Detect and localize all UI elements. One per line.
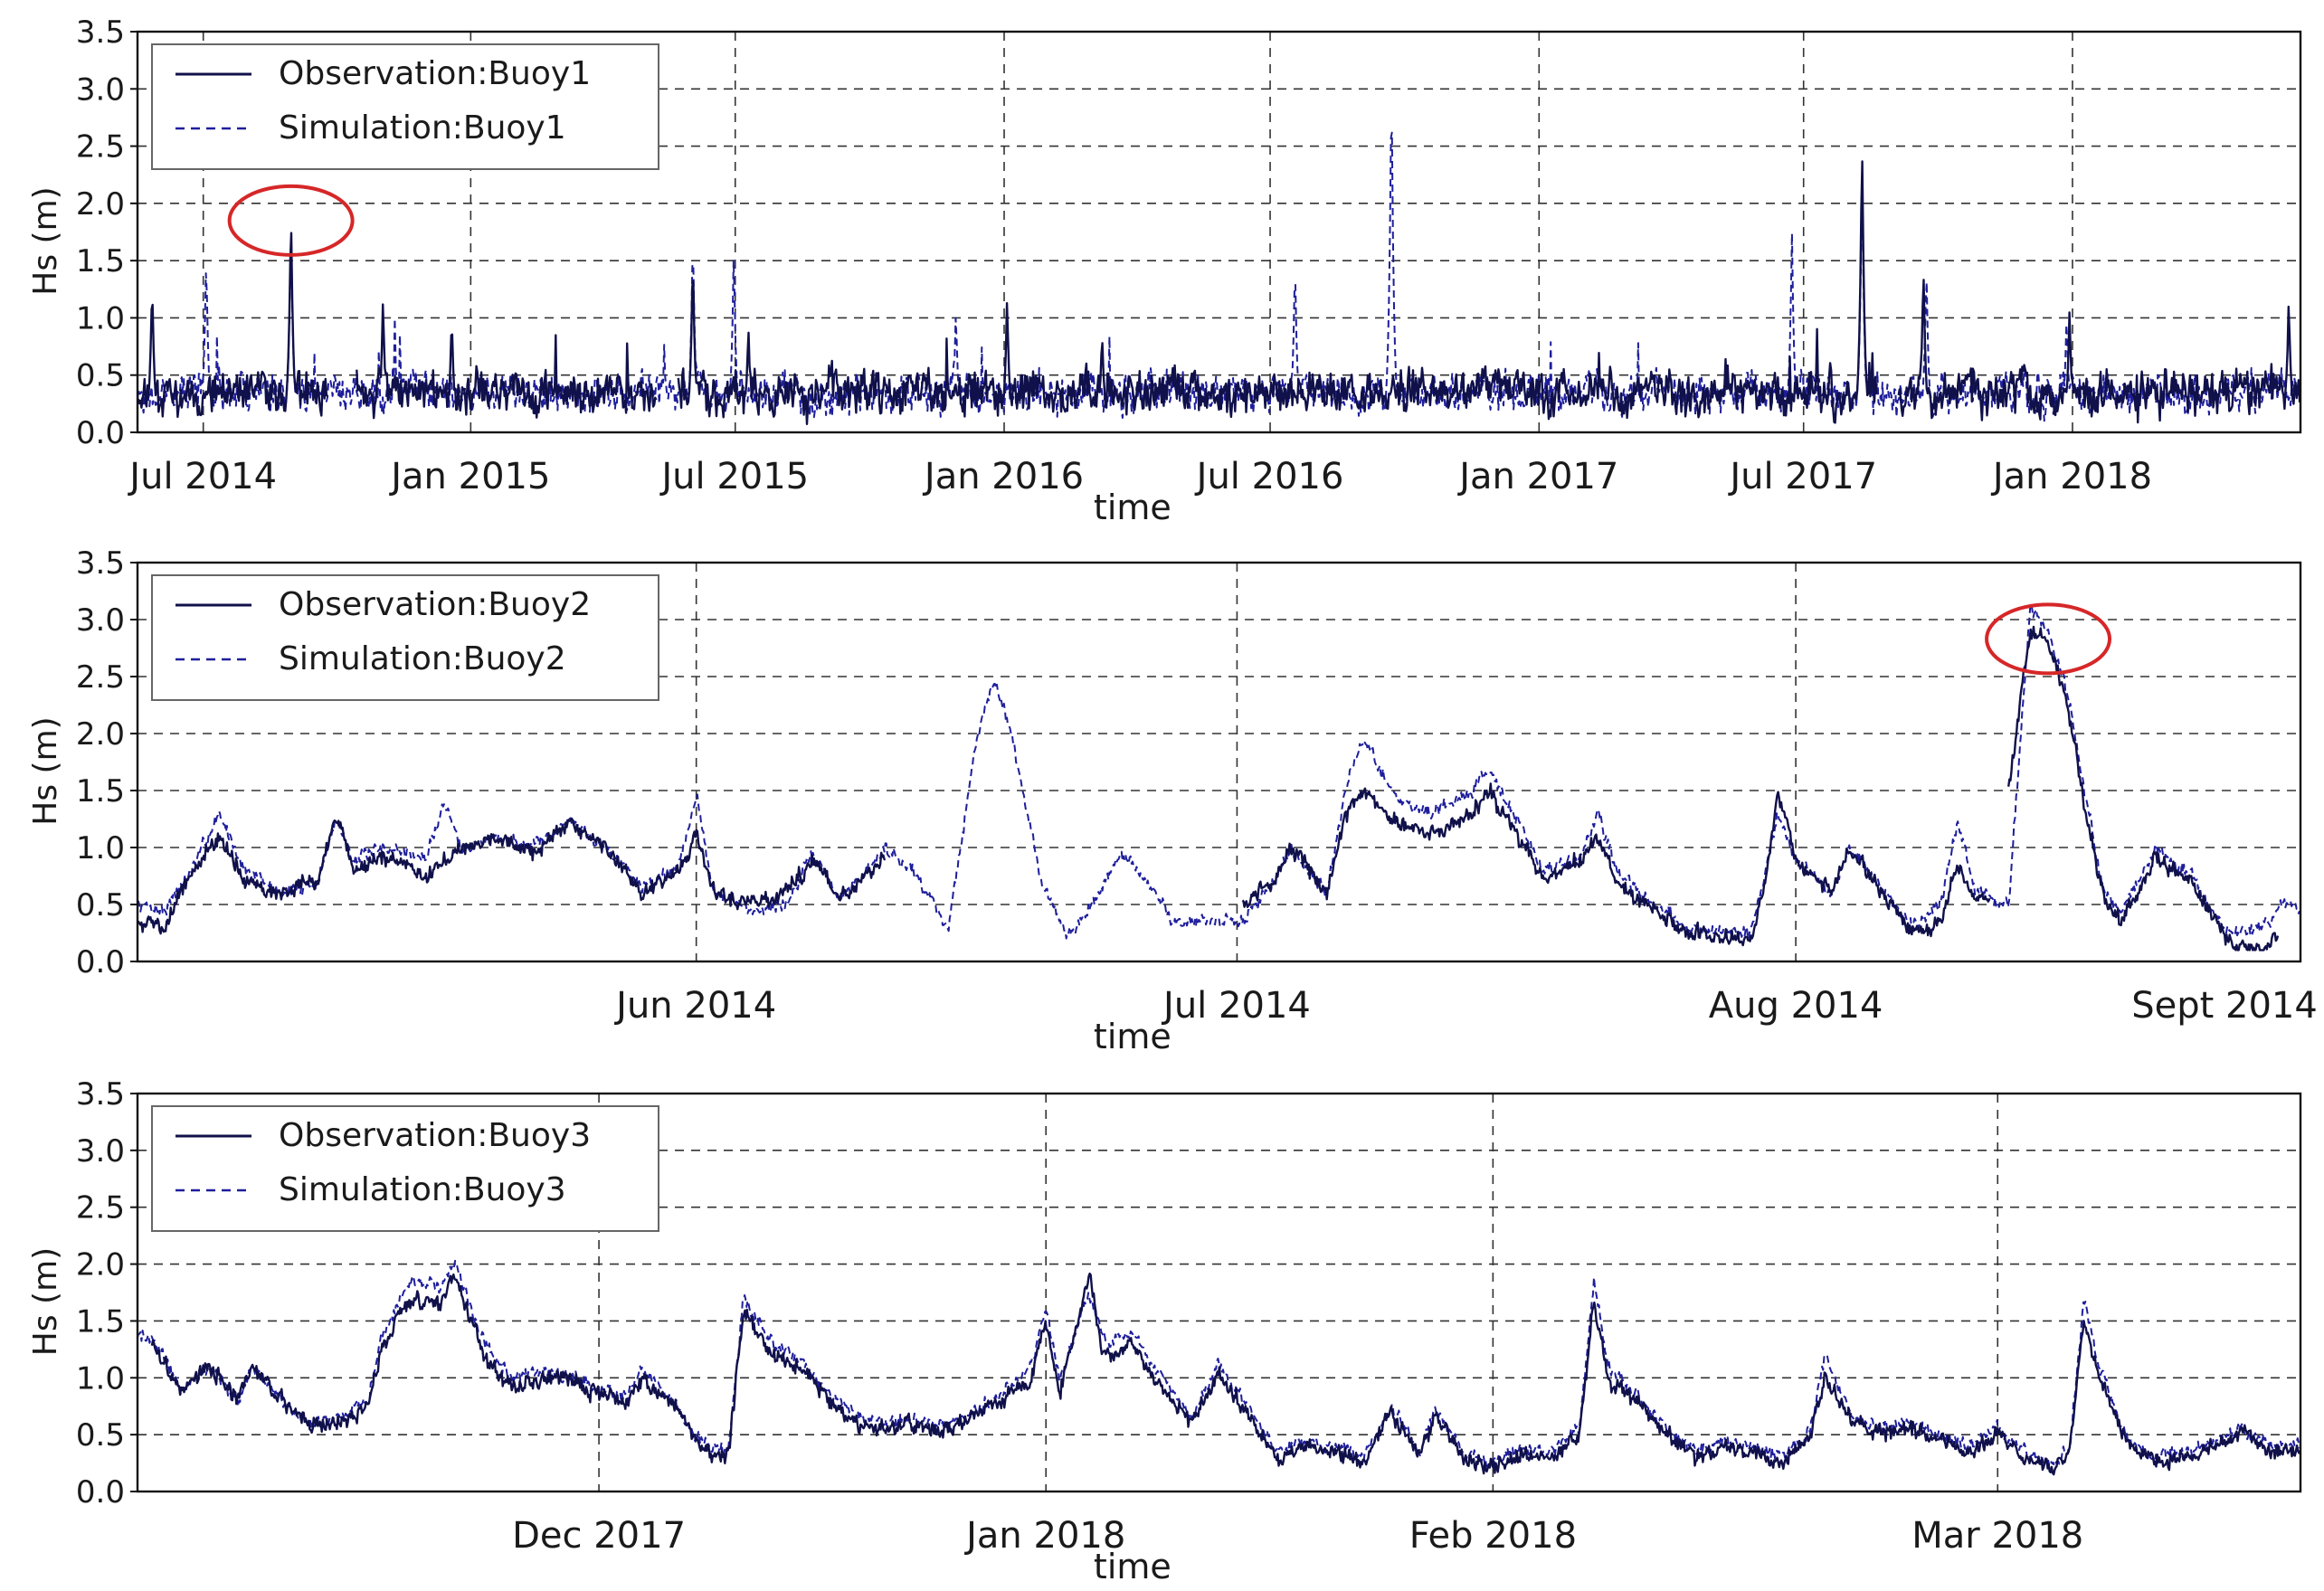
- peak-highlight-circle: [227, 184, 355, 257]
- observation-series-line: [1241, 782, 1991, 947]
- legend-box: [151, 1105, 659, 1232]
- x-tick-label: Jul 2016: [1194, 456, 1344, 497]
- observation-series-line: [1897, 279, 2300, 424]
- x-axis-title: time: [1094, 488, 1171, 527]
- observation-series-line: [677, 160, 1878, 425]
- y-tick-label: 2.5: [76, 129, 125, 166]
- x-tick-label: Jul 2014: [127, 456, 277, 497]
- y-tick-label: 3.0: [76, 602, 125, 639]
- plot-frame: [136, 30, 2302, 434]
- observation-series-line: [150, 1272, 2300, 1476]
- y-tick-label: 2.0: [76, 1247, 125, 1283]
- y-tick-label: 3.5: [76, 1076, 125, 1113]
- panel-3: 0.0 0.5 1.0 1.5 2.0 2.5 3.0 3.5 Dec 2017 Jan 2018…: [27, 1076, 2302, 1586]
- legend-entry-label: Simulation:Buoy3: [279, 1171, 566, 1208]
- x-tick-label: Feb 2018: [1409, 1515, 1577, 1557]
- legend-entry-label: Observation:Buoy3: [279, 1117, 591, 1154]
- y-tick-label: 1.5: [76, 243, 125, 279]
- x-tick-label: Mar 2018: [1911, 1515, 2083, 1557]
- y-axis-title: Hs (m): [27, 186, 64, 295]
- x-axis-title: time: [1094, 1017, 1171, 1056]
- x-tick-label: Jul 2014: [1161, 985, 1311, 1027]
- legend-box: [151, 574, 659, 701]
- y-tick-label: 3.5: [76, 545, 125, 582]
- x-tick-label: Sept 2014: [2131, 985, 2318, 1027]
- y-tick-label: 3.0: [76, 71, 125, 108]
- y-tick-label: 1.5: [76, 773, 125, 810]
- x-tick-label: Jan 2018: [963, 1515, 1125, 1557]
- y-tick-label: 0.5: [76, 1417, 125, 1454]
- legend-box: [151, 43, 659, 170]
- x-tick-label: Jan 2016: [922, 456, 1084, 497]
- y-axis-title: Hs (m): [27, 716, 64, 825]
- y-tick-label: 3.5: [76, 14, 125, 51]
- y-axis-title: Hs (m): [27, 1247, 64, 1356]
- y-tick-label: 1.5: [76, 1303, 125, 1340]
- x-tick-label: Jan 2015: [388, 456, 550, 497]
- x-axis-title: time: [1094, 1547, 1171, 1586]
- simulation-series-line: [138, 1259, 2300, 1468]
- y-tick-label: 2.5: [76, 1190, 125, 1226]
- panels-container: 0.0 0.5 1.0 1.5 2.0 2.5 3.0 3.5 Jul 2014 Jan 2015…: [27, 14, 2318, 1586]
- plot-frame: [136, 561, 2302, 963]
- observation-series-line: [356, 303, 658, 420]
- panel-2: 0.0 0.5 1.0 1.5 2.0 2.5 3.0 3.5 Jun 2014 Jul 2014…: [27, 545, 2318, 1056]
- x-tick-label: Jun 2014: [613, 985, 776, 1027]
- y-tick-label: 0.0: [76, 415, 125, 451]
- x-tick-label: Jul 2015: [659, 456, 809, 497]
- y-tick-label: 0.5: [76, 358, 125, 394]
- panel-1: 0.0 0.5 1.0 1.5 2.0 2.5 3.0 3.5 Jul 2014 Jan 2015…: [27, 14, 2302, 527]
- legend-entry-label: Simulation:Buoy2: [279, 640, 566, 677]
- y-tick-label: 0.0: [76, 944, 125, 980]
- observation-series-line: [2007, 625, 2280, 952]
- y-tick-label: 1.0: [76, 300, 125, 336]
- x-tick-label: Dec 2017: [512, 1515, 686, 1557]
- simulation-series-line: [138, 602, 2300, 941]
- legend-entry-label: Simulation:Buoy1: [279, 109, 566, 147]
- y-tick-label: 1.0: [76, 1360, 125, 1397]
- y-tick-label: 2.0: [76, 716, 125, 753]
- x-tick-label: Aug 2014: [1709, 985, 1883, 1027]
- observation-series-line: [138, 232, 328, 419]
- legend-entry-label: Observation:Buoy1: [279, 55, 591, 92]
- y-tick-label: 1.0: [76, 830, 125, 867]
- plot-frame: [136, 1092, 2302, 1493]
- y-tick-label: 0.0: [76, 1474, 125, 1511]
- x-tick-label: Jan 2017: [1456, 456, 1618, 497]
- legend-entry-label: Observation:Buoy2: [279, 586, 591, 623]
- y-tick-label: 0.5: [76, 887, 125, 923]
- peak-highlight-circle: [1985, 602, 2112, 676]
- x-tick-label: Jul 2017: [1727, 456, 1877, 497]
- x-tick-label: Jan 2018: [1990, 456, 2152, 497]
- y-tick-label: 2.0: [76, 186, 125, 223]
- y-tick-label: 2.5: [76, 659, 125, 696]
- observation-series-line: [138, 817, 887, 935]
- y-tick-label: 3.0: [76, 1133, 125, 1170]
